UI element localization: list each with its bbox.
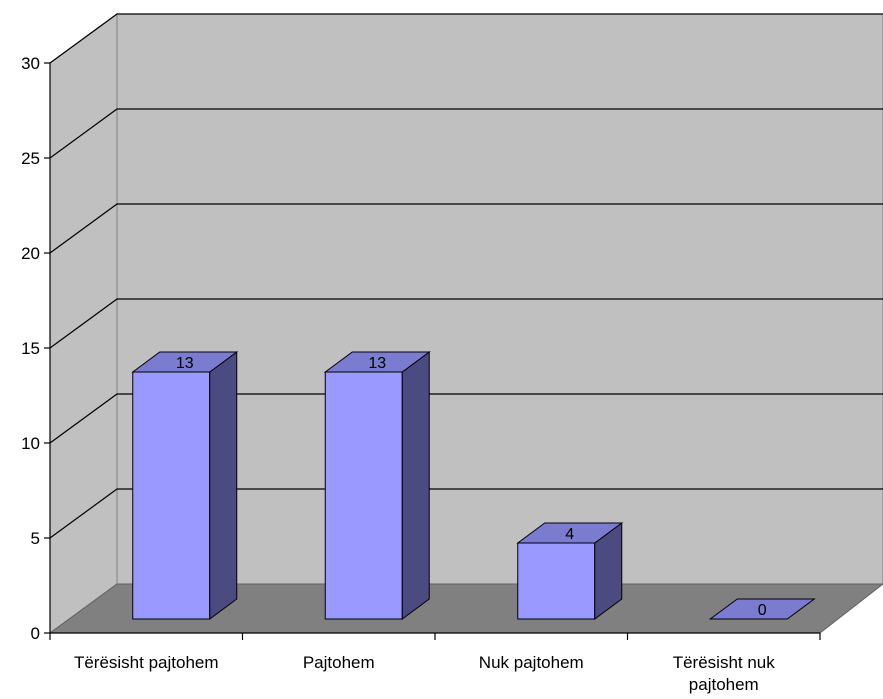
y-tick-label-25: 25 [21, 149, 40, 168]
bar-side-0 [209, 351, 238, 620]
bar-front-1 [324, 371, 403, 620]
labels: Tërësisht pajtohem Pajtohem Nuk pajtohem Të… [74, 355, 775, 694]
x-tick-label-0: Tërësisht pajtohem [74, 653, 219, 672]
y-tick-label-20: 20 [21, 244, 40, 263]
bar-3 [708, 598, 816, 620]
y-tick-label-10: 10 [21, 434, 40, 453]
gridline-10 [49, 393, 883, 444]
gridline-20 [49, 203, 883, 254]
data-label-3: 0 [758, 602, 767, 619]
bar-top-2 [516, 522, 624, 544]
bar-2 [516, 522, 624, 620]
bar-top-0 [131, 351, 239, 373]
gridline-15 [49, 298, 883, 349]
gridlines [49, 13, 883, 539]
y-tick-label-0: 0 [31, 624, 40, 643]
x-tick-label-3: Tërësisht nuk pajtohem [673, 653, 776, 694]
bar-front-0 [132, 371, 211, 620]
bars [131, 351, 816, 620]
gridline-30 [49, 13, 883, 64]
y-tick-label-30: 30 [21, 54, 40, 73]
y-tick-label-5: 5 [31, 529, 40, 548]
gridline-25 [49, 108, 883, 159]
x-tick-label-2: Nuk pajtohem [479, 653, 584, 672]
data-label-2: 4 [565, 526, 574, 543]
data-label-0: 13 [176, 355, 194, 372]
bar-1 [323, 351, 431, 620]
bar-top-3 [708, 598, 816, 620]
bar-top-1 [323, 351, 431, 373]
data-label-1: 13 [368, 355, 386, 372]
y-tick-label-15: 15 [21, 339, 40, 358]
gridline-5 [49, 488, 883, 539]
bar-side-1 [401, 351, 430, 620]
bar-0 [131, 351, 239, 620]
axes: 0 5 10 15 20 25 30 [21, 54, 821, 643]
x-tick-label-1: Pajtohem [303, 653, 375, 672]
bar-front-2 [517, 542, 596, 620]
